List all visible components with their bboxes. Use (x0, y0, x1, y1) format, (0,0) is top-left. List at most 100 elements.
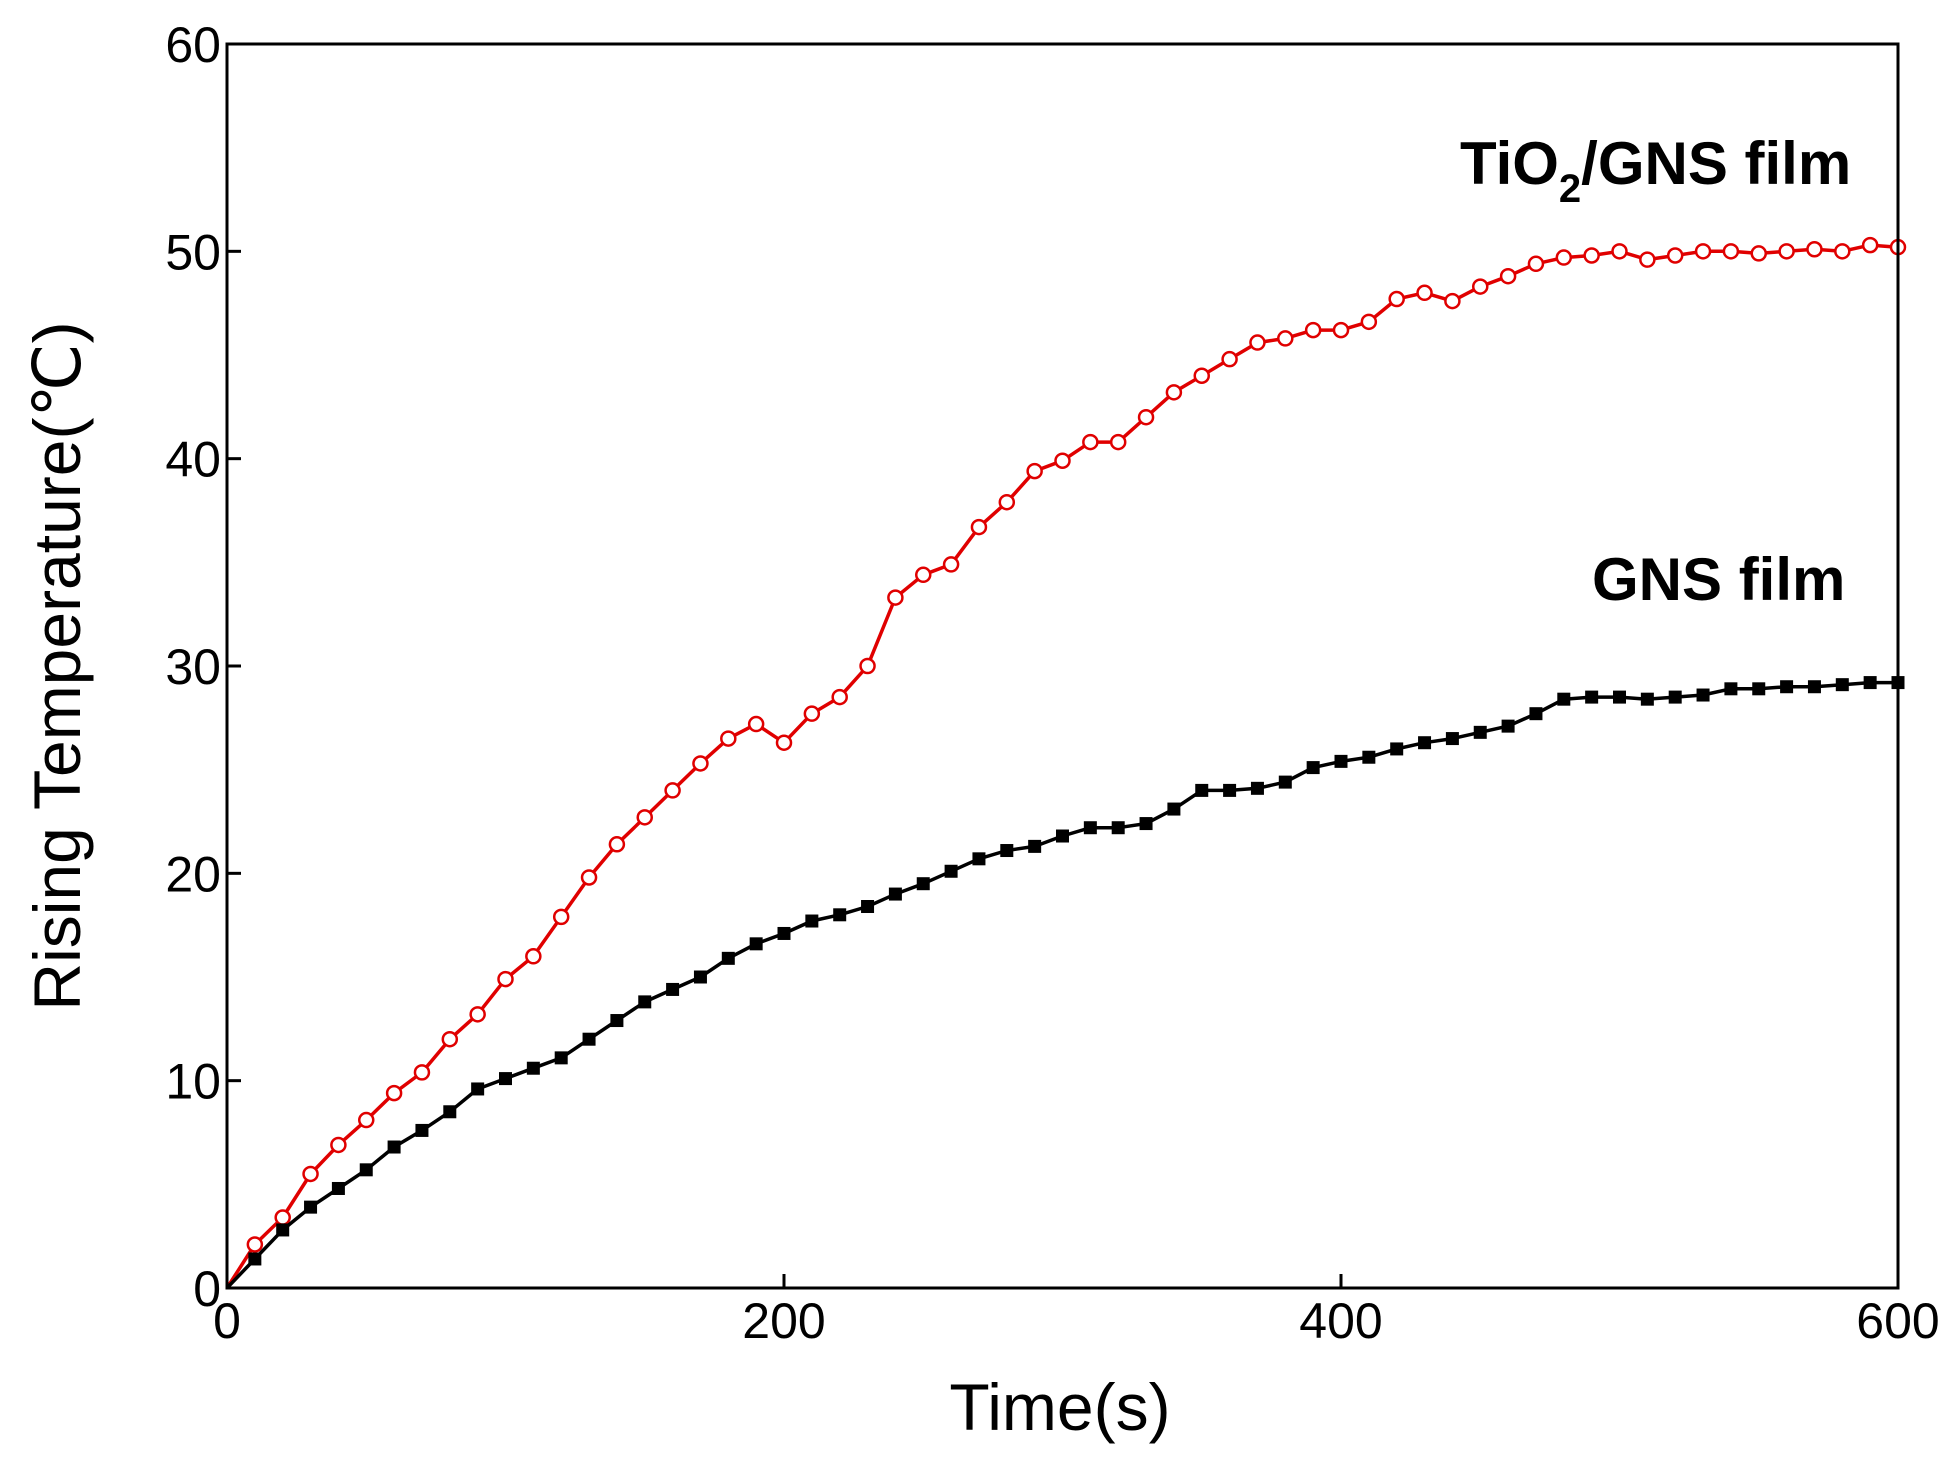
series-label-tio2-gns: TiO2/GNS film (1460, 130, 1851, 211)
data-point (1640, 692, 1654, 706)
data-point (1807, 680, 1821, 694)
data-point (1195, 783, 1209, 797)
data-point (1752, 682, 1766, 696)
data-point (248, 1252, 262, 1266)
data-point (1056, 829, 1069, 843)
data-point (497, 970, 514, 988)
x-axis-title: Time(s) (949, 1370, 1170, 1444)
data-point (526, 1061, 540, 1075)
data-point (330, 1136, 347, 1154)
data-point (664, 782, 681, 799)
data-point (1583, 247, 1600, 264)
data-point (1026, 462, 1043, 480)
data-point (471, 1082, 485, 1096)
data-point (1221, 350, 1238, 368)
data-point (1499, 267, 1517, 285)
data-point (1028, 839, 1042, 853)
data-point (443, 1105, 457, 1119)
tick-layer: 0 200 400 600 0 10 20 30 40 50 60 (165, 17, 1939, 1349)
data-point (415, 1123, 429, 1137)
y-tick-label: 60 (165, 17, 221, 73)
data-point (610, 1014, 624, 1028)
data-point (1780, 680, 1794, 694)
series-line (225, 243, 1899, 1289)
data-point (1501, 719, 1515, 733)
series-line (225, 680, 1898, 1290)
data-point (1000, 844, 1014, 858)
data-point (1278, 775, 1292, 789)
data-point (1390, 742, 1404, 756)
data-point (1304, 321, 1322, 339)
data-point (1585, 690, 1599, 704)
data-point (861, 900, 875, 914)
data-point (1694, 243, 1712, 260)
data-point (805, 914, 819, 928)
data-point (413, 1064, 431, 1081)
data-point (1666, 247, 1684, 264)
data-point (1165, 384, 1183, 401)
data-point (1277, 330, 1294, 347)
data-point (331, 1181, 345, 1195)
data-point (803, 705, 821, 722)
data-point (1445, 732, 1459, 746)
data-point (636, 809, 653, 826)
data-point (1863, 676, 1877, 690)
data-point (1724, 682, 1738, 696)
data-point (385, 1084, 403, 1102)
data-point (693, 970, 707, 984)
data-point (274, 1209, 291, 1226)
data-point (1750, 245, 1767, 262)
series-label-tio2-main: TiO (1460, 130, 1559, 197)
data-point (692, 755, 709, 772)
y-tick-label: 40 (165, 432, 221, 488)
data-point (387, 1140, 401, 1154)
data-point (469, 1006, 486, 1023)
data-point (720, 730, 737, 747)
data-point (1083, 821, 1097, 835)
data-point (608, 836, 626, 853)
series-tio2-gns (225, 236, 1907, 1289)
y-tick-label: 30 (165, 639, 221, 695)
data-point (1473, 725, 1487, 739)
data-point (972, 852, 986, 866)
data-point (359, 1163, 373, 1177)
data-point (666, 982, 680, 996)
data-point (915, 566, 932, 584)
data-point (1109, 433, 1127, 451)
data-point (1834, 243, 1851, 260)
data-point (525, 948, 542, 965)
data-point (1668, 690, 1682, 704)
data-point (859, 657, 876, 675)
data-point (499, 1072, 512, 1086)
x-tick-label: 600 (1856, 1293, 1939, 1349)
data-point (1529, 707, 1543, 721)
y-tick-label: 50 (165, 224, 221, 280)
data-point (1611, 243, 1628, 260)
data-point (1250, 781, 1264, 795)
data-point (1861, 236, 1879, 254)
data-point (554, 1051, 568, 1065)
data-point (1193, 367, 1210, 384)
series-layer (225, 236, 1907, 1290)
series-label-tio2-rest: /GNS film (1581, 130, 1851, 197)
y-tick-label: 10 (165, 1054, 221, 1110)
data-point (1835, 678, 1849, 692)
data-point (1444, 292, 1461, 310)
data-point (747, 715, 765, 733)
data-point (1139, 817, 1153, 831)
data-point (441, 1030, 459, 1048)
data-point (942, 556, 960, 573)
data-point (1332, 321, 1350, 339)
series-gns (225, 676, 1905, 1290)
data-point (1639, 251, 1656, 268)
data-point (1722, 243, 1740, 260)
plot-frame (225, 42, 1900, 1290)
data-point (833, 908, 847, 922)
data-point (276, 1223, 290, 1237)
x-tick-label: 0 (213, 1293, 241, 1349)
data-point (970, 518, 988, 536)
data-point (1778, 243, 1795, 260)
series-label-tio2-sub: 2 (1559, 167, 1581, 211)
y-tick-label: 0 (193, 1261, 221, 1317)
x-tick-label: 400 (1299, 1293, 1382, 1349)
